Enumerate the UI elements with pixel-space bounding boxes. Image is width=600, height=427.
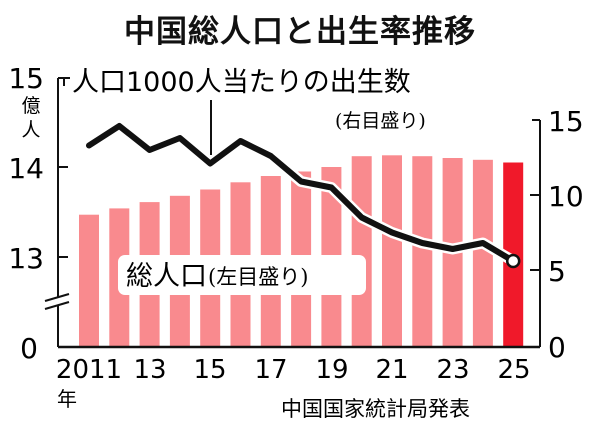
x-axis-unit: 年 — [57, 387, 77, 411]
x-tick-21: 21 — [375, 355, 408, 385]
left-axis-unit: 億 — [21, 95, 40, 117]
right-tick-15: 15 — [548, 105, 584, 138]
left-tick-13: 13 — [8, 242, 44, 275]
x-tick-23: 23 — [436, 355, 469, 385]
birth-rate-line — [86, 123, 517, 264]
right-tick-5: 5 — [548, 255, 566, 288]
bar-2022 — [412, 156, 433, 346]
latest-point-marker — [505, 253, 521, 269]
bar-2024 — [472, 159, 493, 346]
bar-label-box — [118, 255, 366, 295]
left-tick-0: 0 — [20, 332, 38, 365]
right-tick-0: 0 — [548, 331, 566, 364]
chart-title: 中国総人口と出生率推移 — [124, 14, 476, 50]
line-series-label: 人口1000人当たりの出生数 — [72, 67, 411, 98]
population-bars — [79, 155, 524, 346]
left-tick-14: 14 — [8, 152, 44, 185]
axis-break-mark — [44, 293, 70, 302]
right-tick-10: 10 — [548, 180, 584, 213]
x-tick-17: 17 — [254, 355, 287, 385]
bar-series-label: 総人口 — [126, 261, 207, 292]
line-axis-note: (右目盛り) — [335, 110, 426, 132]
x-tick-13: 13 — [133, 355, 166, 385]
axis-break-mask — [43, 294, 71, 309]
bar-2011 — [79, 214, 99, 346]
x-tick-19: 19 — [315, 355, 348, 385]
bar-axis-note: (左目盛り) — [208, 265, 308, 289]
source-note: 中国国家統計局発表 — [281, 397, 470, 421]
bar-2021 — [382, 155, 402, 346]
x-tick-2011: 2011 — [56, 355, 122, 385]
x-tick-15: 15 — [193, 355, 226, 385]
x-tick-25: 25 — [497, 355, 530, 385]
svg-text:人: 人 — [21, 119, 40, 141]
bar-2020 — [351, 156, 372, 346]
left-tick-15: 15 — [8, 62, 44, 95]
